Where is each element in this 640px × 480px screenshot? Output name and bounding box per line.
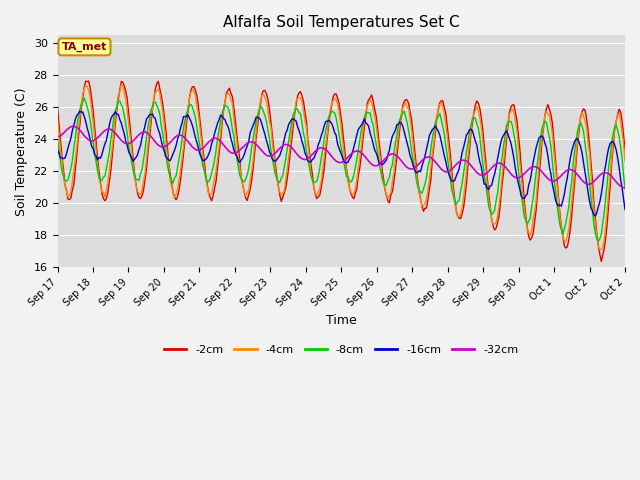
-8cm xyxy=(620,172,627,178)
-4cm xyxy=(347,189,355,195)
-2cm xyxy=(347,191,355,197)
-32cm xyxy=(460,157,467,163)
-8cm xyxy=(92,159,100,165)
-32cm xyxy=(54,134,61,140)
-16cm xyxy=(544,153,552,159)
-16cm xyxy=(621,207,629,213)
-4cm xyxy=(596,247,604,252)
-16cm xyxy=(54,146,61,152)
-32cm xyxy=(347,151,355,157)
-4cm xyxy=(54,117,61,122)
-2cm xyxy=(621,146,629,152)
Legend: -2cm, -4cm, -8cm, -16cm, -32cm: -2cm, -4cm, -8cm, -16cm, -32cm xyxy=(159,340,523,359)
-2cm xyxy=(544,102,552,108)
Y-axis label: Soil Temperature (C): Soil Temperature (C) xyxy=(15,87,28,216)
-32cm xyxy=(92,136,100,142)
-2cm xyxy=(620,132,627,138)
Text: TA_met: TA_met xyxy=(62,42,107,52)
-4cm xyxy=(117,82,125,88)
-16cm xyxy=(591,213,599,219)
-32cm xyxy=(74,126,82,132)
-4cm xyxy=(73,144,81,150)
-8cm xyxy=(595,239,602,244)
-2cm xyxy=(54,104,61,110)
-16cm xyxy=(73,112,81,118)
-8cm xyxy=(54,135,61,141)
-16cm xyxy=(347,154,355,160)
-32cm xyxy=(544,176,552,181)
-4cm xyxy=(621,158,629,164)
Line: -8cm: -8cm xyxy=(58,98,625,241)
-8cm xyxy=(460,171,467,177)
-4cm xyxy=(91,132,99,138)
-8cm xyxy=(347,179,355,185)
-16cm xyxy=(76,108,84,114)
Line: -4cm: -4cm xyxy=(58,85,625,250)
-16cm xyxy=(92,153,100,159)
-8cm xyxy=(81,95,88,101)
Line: -16cm: -16cm xyxy=(58,111,625,216)
-8cm xyxy=(621,186,629,192)
-16cm xyxy=(460,144,467,150)
Line: -2cm: -2cm xyxy=(58,81,625,262)
-8cm xyxy=(73,123,81,129)
X-axis label: Time: Time xyxy=(326,314,356,327)
-32cm xyxy=(70,123,77,129)
-32cm xyxy=(621,185,629,191)
-32cm xyxy=(618,184,626,190)
-4cm xyxy=(460,195,467,201)
-2cm xyxy=(598,259,605,264)
-8cm xyxy=(544,128,552,133)
Line: -32cm: -32cm xyxy=(58,126,625,188)
-2cm xyxy=(85,78,93,84)
-2cm xyxy=(460,205,467,211)
-4cm xyxy=(620,142,627,147)
-2cm xyxy=(73,153,81,158)
Title: Alfalfa Soil Temperatures Set C: Alfalfa Soil Temperatures Set C xyxy=(223,15,460,30)
-16cm xyxy=(620,195,627,201)
-4cm xyxy=(544,111,552,117)
-2cm xyxy=(92,139,100,144)
